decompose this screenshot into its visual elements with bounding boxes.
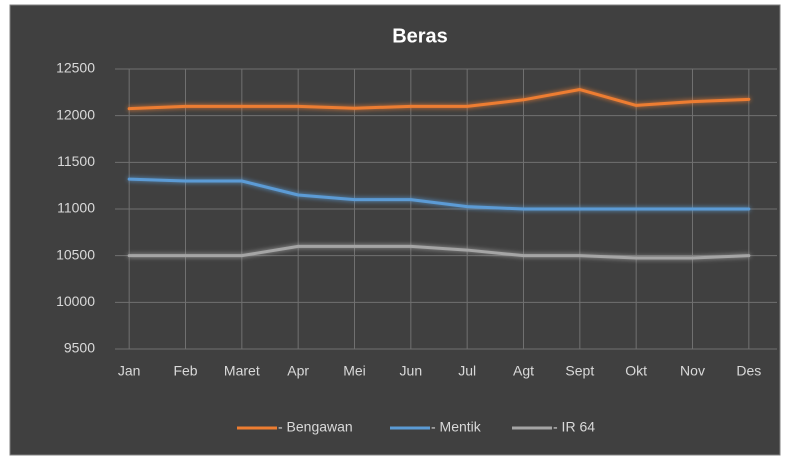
chart-background <box>9 4 781 456</box>
y-tick-label: 11000 <box>57 200 95 216</box>
x-tick-label: Maret <box>224 363 260 379</box>
series-line <box>127 88 751 111</box>
x-tick-label: Des <box>736 363 761 379</box>
x-tick-label: Jan <box>118 363 141 379</box>
x-tick-label: Agt <box>513 363 534 379</box>
legend-label: - IR 64 <box>553 419 595 435</box>
x-tick-label: Jul <box>458 363 476 379</box>
x-tick-label: Sept <box>565 363 594 379</box>
x-tick-label: Nov <box>680 363 705 379</box>
x-tick-label: Apr <box>287 363 309 379</box>
y-tick-label: 10000 <box>56 293 95 309</box>
chart-title: Beras <box>392 25 448 47</box>
x-tick-label: Mei <box>343 363 366 379</box>
x-tick-label: Feb <box>173 363 197 379</box>
y-tick-label: 9500 <box>64 340 95 356</box>
x-tick-label: Okt <box>625 363 647 379</box>
legend-label: - Bengawan <box>278 419 353 435</box>
series-line <box>127 244 751 260</box>
y-tick-label: 12000 <box>56 106 95 122</box>
y-tick-label: 10500 <box>56 246 95 262</box>
x-tick-label: Jun <box>400 363 423 379</box>
y-tick-label: 12500 <box>56 60 95 76</box>
series-line <box>127 177 751 211</box>
legend-label: - Mentik <box>431 419 482 435</box>
y-tick-label: 11500 <box>57 153 95 169</box>
